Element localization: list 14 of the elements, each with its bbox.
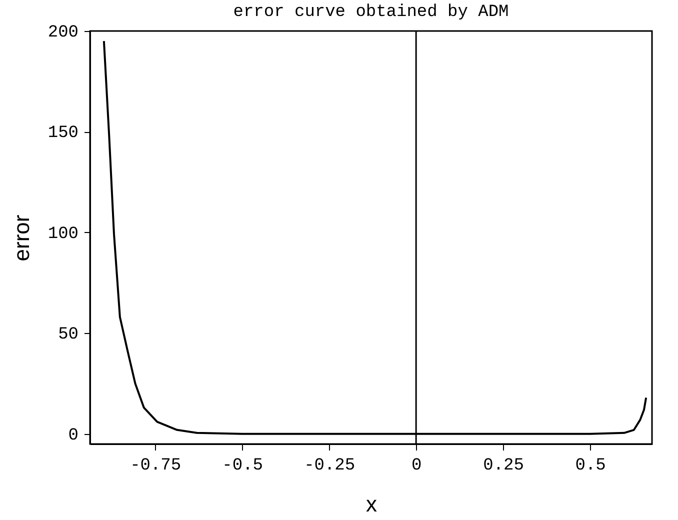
x-tick-label: 0	[411, 456, 422, 476]
x-tick-label: -0.75	[130, 456, 182, 476]
x-tick-label: -0.25	[304, 456, 356, 476]
x-axis-title: x	[366, 492, 377, 516]
y-axis-title: error	[8, 214, 34, 262]
y-tick-label: 150	[48, 124, 78, 144]
y-tick-label: 0	[68, 426, 78, 446]
y-tick-label: 50	[58, 326, 78, 345]
y-tick-label: 200	[48, 24, 78, 42]
chart-title: error curve obtained by ADM	[233, 3, 509, 22]
x-tick-label: 0.25	[483, 456, 524, 476]
x-tick-label: -0.5	[222, 456, 263, 476]
y-tick-label: 100	[48, 224, 78, 244]
x-tick-label: 0.5	[575, 456, 606, 476]
